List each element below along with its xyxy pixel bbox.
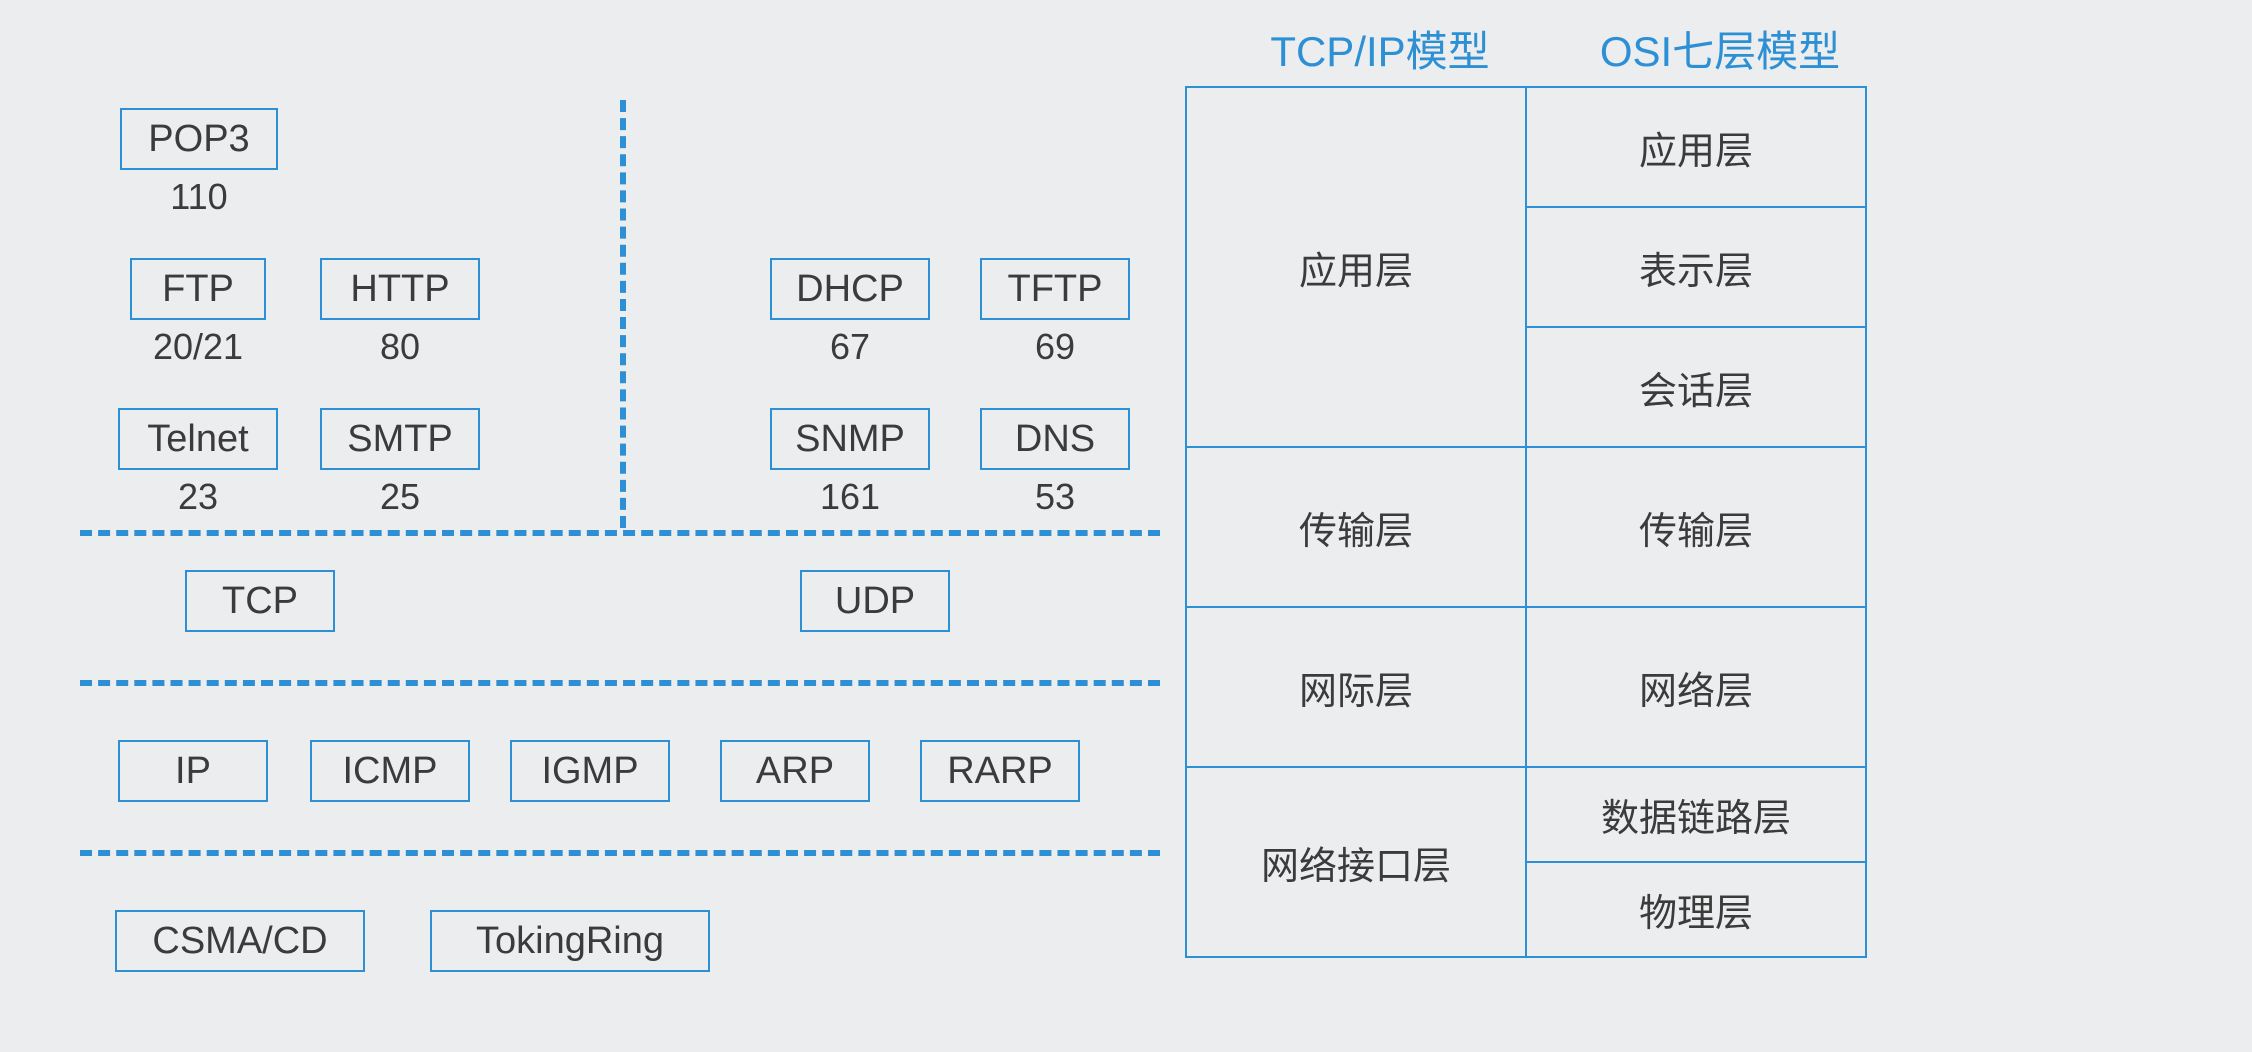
proto-ip: IP: [118, 740, 268, 802]
osi-layer-app: 应用层: [1526, 87, 1866, 207]
proto-label: IP: [175, 750, 211, 793]
tcpip-layer-label: 传输层: [1299, 511, 1413, 553]
proto-tcp: TCP: [185, 570, 335, 632]
header-tcpip: TCP/IP模型: [1230, 18, 1530, 79]
divider-h3: [80, 850, 1160, 856]
proto-pop3: POP3: [120, 108, 278, 170]
proto-label: TCP: [222, 580, 298, 623]
proto-label: CSMA/CD: [152, 920, 327, 963]
osi-layer-session: 会话层: [1526, 327, 1866, 447]
osi-layer-label: 传输层: [1639, 511, 1753, 553]
proto-label: Telnet: [147, 418, 248, 461]
osi-layer-label: 表示层: [1639, 251, 1753, 293]
proto-smtp: SMTP: [320, 408, 480, 470]
proto-icmp: ICMP: [310, 740, 470, 802]
proto-label: SMTP: [347, 418, 453, 461]
proto-label: DNS: [1015, 418, 1095, 461]
proto-tftp: TFTP: [980, 258, 1130, 320]
proto-label: RARP: [947, 750, 1053, 793]
osi-layer-network: 网络层: [1526, 607, 1866, 767]
proto-tokenring: TokingRing: [430, 910, 710, 972]
proto-http-port: 80: [320, 326, 480, 368]
osi-layer-label: 会话层: [1639, 371, 1753, 413]
proto-dns-port: 53: [975, 476, 1135, 518]
proto-label: TokingRing: [476, 920, 664, 963]
tcpip-layer-link: 网络接口层: [1186, 767, 1526, 957]
proto-ftp: FTP: [130, 258, 266, 320]
tcpip-layer-label: 网络接口层: [1261, 846, 1451, 888]
osi-layer-physical: 物理层: [1526, 862, 1866, 957]
proto-smtp-port: 25: [320, 476, 480, 518]
divider-v1: [620, 100, 626, 528]
tcpip-layer-label: 应用层: [1299, 251, 1413, 293]
tcpip-layer-internet: 网际层: [1186, 607, 1526, 767]
diagram-root: POP3 110 FTP 20/21 HTTP 80 Telnet 23 SMT…: [0, 0, 2252, 1052]
proto-dhcp-port: 67: [770, 326, 930, 368]
proto-rarp: RARP: [920, 740, 1080, 802]
header-osi: OSI七层模型: [1560, 18, 1880, 79]
proto-udp: UDP: [800, 570, 950, 632]
proto-csmacd: CSMA/CD: [115, 910, 365, 972]
proto-telnet-port: 23: [118, 476, 278, 518]
osi-layer-label: 应用层: [1639, 131, 1753, 173]
tcpip-layer-app: 应用层: [1186, 87, 1526, 447]
proto-label: ARP: [756, 750, 834, 793]
proto-arp: ARP: [720, 740, 870, 802]
proto-label: UDP: [835, 580, 915, 623]
proto-label: SNMP: [795, 418, 905, 461]
proto-ftp-port: 20/21: [118, 326, 278, 368]
proto-tftp-port: 69: [975, 326, 1135, 368]
proto-label: DHCP: [796, 268, 904, 311]
tcpip-layer-transport: 传输层: [1186, 447, 1526, 607]
proto-pop3-port: 110: [119, 176, 279, 218]
osi-layer-label: 网络层: [1639, 671, 1753, 713]
proto-dhcp: DHCP: [770, 258, 930, 320]
osi-layer-label: 物理层: [1639, 893, 1753, 935]
osi-layer-datalink: 数据链路层: [1526, 767, 1866, 862]
proto-igmp: IGMP: [510, 740, 670, 802]
model-comparison-table: 应用层 应用层 表示层 会话层 传输层 传输层 网际层: [1185, 86, 1867, 958]
osi-layer-presentation: 表示层: [1526, 207, 1866, 327]
divider-h2: [80, 680, 1160, 686]
proto-label: HTTP: [350, 268, 449, 311]
proto-telnet: Telnet: [118, 408, 278, 470]
proto-label: ICMP: [343, 750, 438, 793]
proto-label: TFTP: [1008, 268, 1103, 311]
proto-snmp-port: 161: [770, 476, 930, 518]
proto-dns: DNS: [980, 408, 1130, 470]
proto-label: IGMP: [541, 750, 638, 793]
osi-layer-label: 数据链路层: [1601, 798, 1791, 840]
proto-label: FTP: [162, 268, 234, 311]
divider-h1: [80, 530, 1160, 536]
proto-label: POP3: [148, 118, 249, 161]
tcpip-layer-label: 网际层: [1299, 671, 1413, 713]
proto-http: HTTP: [320, 258, 480, 320]
proto-snmp: SNMP: [770, 408, 930, 470]
osi-layer-transport: 传输层: [1526, 447, 1866, 607]
